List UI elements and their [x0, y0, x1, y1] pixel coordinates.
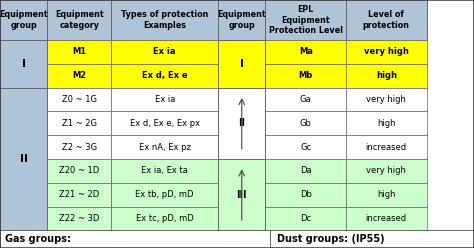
FancyBboxPatch shape — [111, 183, 218, 207]
Text: Ex tb, pD, mD: Ex tb, pD, mD — [136, 190, 194, 199]
FancyBboxPatch shape — [346, 183, 427, 207]
Text: increased: increased — [366, 214, 407, 223]
FancyBboxPatch shape — [111, 0, 218, 40]
FancyBboxPatch shape — [346, 111, 427, 135]
Text: increased: increased — [366, 143, 407, 152]
FancyBboxPatch shape — [218, 0, 265, 40]
FancyBboxPatch shape — [111, 111, 218, 135]
FancyBboxPatch shape — [0, 88, 47, 230]
FancyBboxPatch shape — [265, 159, 346, 183]
Text: I: I — [22, 59, 26, 69]
Text: high: high — [377, 190, 396, 199]
Text: Ma: Ma — [299, 47, 313, 57]
FancyBboxPatch shape — [218, 88, 265, 159]
FancyBboxPatch shape — [270, 230, 474, 248]
Text: Dc: Dc — [300, 214, 311, 223]
FancyBboxPatch shape — [265, 207, 346, 230]
Text: Gb: Gb — [300, 119, 312, 128]
Text: Equipment
group: Equipment group — [0, 10, 48, 30]
FancyBboxPatch shape — [346, 135, 427, 159]
Text: Db: Db — [300, 190, 312, 199]
FancyBboxPatch shape — [47, 207, 111, 230]
FancyBboxPatch shape — [0, 0, 47, 40]
Text: high: high — [377, 119, 396, 128]
FancyBboxPatch shape — [346, 40, 427, 64]
Text: high: high — [376, 71, 397, 80]
FancyBboxPatch shape — [265, 111, 346, 135]
Text: Equipment
group: Equipment group — [218, 10, 266, 30]
FancyBboxPatch shape — [346, 64, 427, 88]
Text: Z21 ~ 2D: Z21 ~ 2D — [59, 190, 100, 199]
FancyBboxPatch shape — [47, 135, 111, 159]
FancyBboxPatch shape — [111, 135, 218, 159]
Text: M1: M1 — [73, 47, 86, 57]
Text: Z20 ~ 1D: Z20 ~ 1D — [59, 166, 100, 175]
FancyBboxPatch shape — [47, 88, 111, 111]
FancyBboxPatch shape — [47, 111, 111, 135]
Text: very high: very high — [366, 95, 406, 104]
FancyBboxPatch shape — [346, 159, 427, 183]
FancyBboxPatch shape — [346, 0, 427, 40]
Text: very high: very high — [366, 166, 406, 175]
Text: Dust groups: (IP55): Dust groups: (IP55) — [277, 234, 385, 244]
FancyBboxPatch shape — [111, 88, 218, 111]
Text: Ex d, Ex e: Ex d, Ex e — [142, 71, 188, 80]
Text: M2: M2 — [73, 71, 86, 80]
Text: II: II — [20, 154, 27, 164]
Text: II: II — [238, 118, 245, 128]
FancyBboxPatch shape — [47, 159, 111, 183]
Text: Ex ia, Ex ta: Ex ia, Ex ta — [141, 166, 188, 175]
Text: Ex tc, pD, mD: Ex tc, pD, mD — [136, 214, 193, 223]
FancyBboxPatch shape — [47, 183, 111, 207]
Text: Z1 ~ 2G: Z1 ~ 2G — [62, 119, 97, 128]
Text: Mb: Mb — [299, 71, 313, 80]
FancyBboxPatch shape — [0, 40, 47, 88]
Text: very high: very high — [364, 47, 409, 57]
Text: Ex ia: Ex ia — [154, 47, 176, 57]
Text: Z2 ~ 3G: Z2 ~ 3G — [62, 143, 97, 152]
FancyBboxPatch shape — [111, 207, 218, 230]
FancyBboxPatch shape — [218, 40, 265, 88]
Text: EPL
Equipment
Protection Level: EPL Equipment Protection Level — [269, 5, 343, 35]
FancyBboxPatch shape — [346, 88, 427, 111]
Text: Gc: Gc — [300, 143, 311, 152]
FancyBboxPatch shape — [218, 159, 265, 230]
FancyBboxPatch shape — [346, 207, 427, 230]
FancyBboxPatch shape — [47, 40, 111, 64]
FancyBboxPatch shape — [265, 64, 346, 88]
FancyBboxPatch shape — [265, 88, 346, 111]
Text: Level of
protection: Level of protection — [363, 10, 410, 30]
Text: Ex ia: Ex ia — [155, 95, 175, 104]
Text: Ex nA, Ex pz: Ex nA, Ex pz — [139, 143, 191, 152]
Text: I: I — [240, 59, 244, 69]
FancyBboxPatch shape — [265, 0, 346, 40]
FancyBboxPatch shape — [111, 159, 218, 183]
FancyBboxPatch shape — [47, 0, 111, 40]
FancyBboxPatch shape — [265, 135, 346, 159]
FancyBboxPatch shape — [47, 64, 111, 88]
FancyBboxPatch shape — [0, 230, 270, 248]
Text: Z22 ~ 3D: Z22 ~ 3D — [59, 214, 100, 223]
FancyBboxPatch shape — [265, 40, 346, 64]
Text: Ex d, Ex e, Ex px: Ex d, Ex e, Ex px — [130, 119, 200, 128]
Text: Types of protection
Examples: Types of protection Examples — [121, 10, 209, 30]
Text: Ga: Ga — [300, 95, 311, 104]
FancyBboxPatch shape — [111, 40, 218, 64]
Text: Gas groups:: Gas groups: — [5, 234, 71, 244]
Text: Da: Da — [300, 166, 311, 175]
Text: Z0 ~ 1G: Z0 ~ 1G — [62, 95, 97, 104]
FancyBboxPatch shape — [265, 183, 346, 207]
Text: III: III — [237, 190, 247, 200]
FancyBboxPatch shape — [111, 64, 218, 88]
Text: Equipment
category: Equipment category — [55, 10, 104, 30]
